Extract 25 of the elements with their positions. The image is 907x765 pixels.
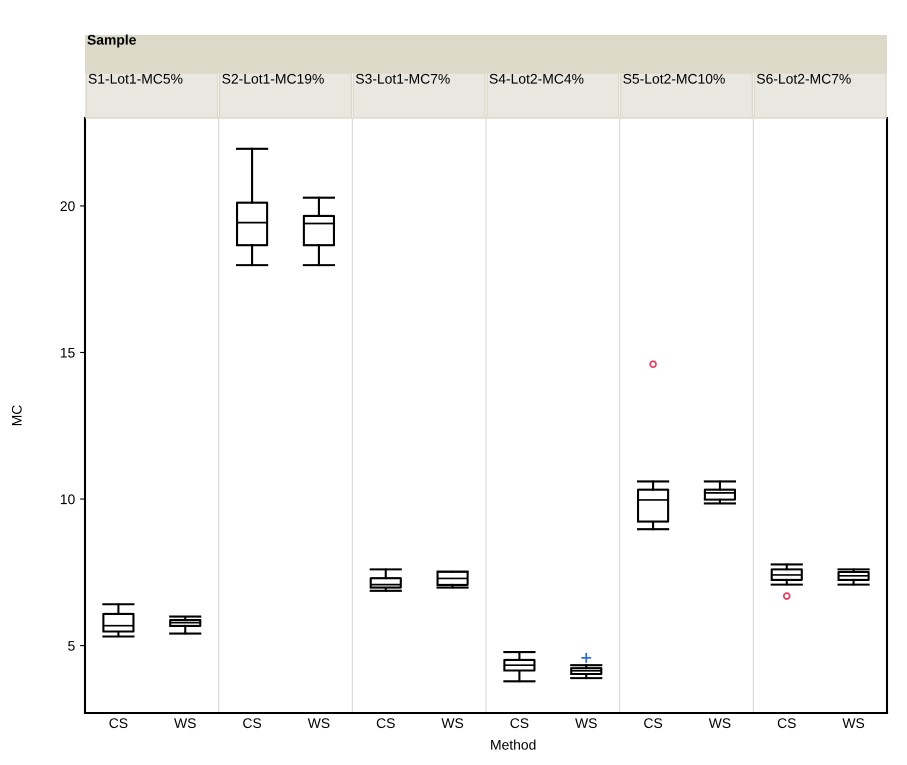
x-tick-label: CS: [644, 718, 662, 728]
y-axis-title: MC: [12, 405, 22, 426]
chart-title: S6-Lot2-MC7%: [756, 74, 851, 84]
x-tick-label: CS: [510, 718, 528, 728]
chart-title: S3-Lot1-MC7%: [356, 74, 450, 84]
x-tick-label: WS: [575, 718, 597, 728]
chart-title: S5-Lot2-MC10%: [623, 74, 725, 84]
y-tick-label: 5: [68, 641, 75, 651]
chart-title: S2-Lot1-MC19%: [222, 74, 324, 84]
y-tick-label: 10: [60, 494, 75, 504]
x-axis-title: Method: [491, 740, 536, 750]
x-tick-label: CS: [376, 718, 395, 728]
x-tick-label: WS: [308, 718, 330, 728]
chart-title: S4-Lot2-MC4%: [490, 74, 584, 84]
x-tick-label: WS: [441, 718, 464, 728]
x-tick-label: CS: [778, 718, 796, 728]
x-tick-label: CS: [109, 718, 128, 728]
x-tick-label: CS: [243, 718, 262, 728]
chart-title: S1-Lot1-MC5%: [88, 74, 182, 84]
x-tick-label: WS: [174, 718, 196, 728]
x-tick-label: WS: [708, 718, 730, 728]
y-tick-label: 20: [60, 201, 75, 212]
x-tick-label: WS: [842, 718, 864, 728]
y-tick-label: 15: [60, 348, 75, 358]
text: Sample: [87, 34, 136, 48]
